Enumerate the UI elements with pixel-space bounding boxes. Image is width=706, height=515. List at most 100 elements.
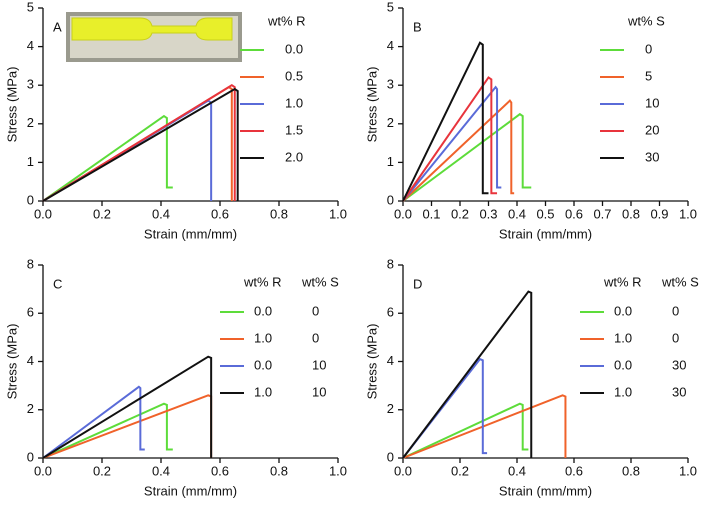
x-tick-label: 0.2: [451, 206, 469, 221]
legend-label: 1.0: [614, 384, 632, 399]
x-tick-label: 0.8: [270, 206, 288, 221]
legend-label: 0: [312, 330, 319, 345]
photo-specimen: [71, 17, 233, 41]
x-axis-label: Strain (mm/mm): [144, 226, 237, 241]
data-line: [402, 402, 529, 459]
x-tick-label: 0.6: [211, 463, 229, 478]
x-tick-label: 0.4: [152, 463, 170, 478]
x-tick-label: 1.0: [679, 206, 697, 221]
x-tick-label: 0.2: [93, 463, 111, 478]
y-tick-label: 0: [27, 192, 34, 207]
y-tick-label: 2: [27, 115, 34, 130]
x-tick-label: 0.8: [270, 463, 288, 478]
x-tick-label: 0.2: [451, 463, 469, 478]
legend-label: 0.5: [285, 68, 303, 83]
legend-label: 0.0: [254, 303, 272, 318]
legend-label: 1.5: [285, 122, 303, 137]
legend-label: 0.0: [285, 41, 303, 56]
y-tick-label: 8: [27, 256, 34, 271]
legend-label: 2.0: [285, 149, 303, 164]
x-tick-label: 0.6: [565, 463, 583, 478]
legend-label: 30: [645, 149, 659, 164]
panel-label: C: [53, 276, 62, 291]
x-tick-label: 0.5: [536, 206, 554, 221]
x-tick-label: 0.2: [93, 206, 111, 221]
y-tick-label: 5: [27, 0, 34, 14]
legend-label: 1.0: [614, 330, 632, 345]
x-tick-label: 0.4: [508, 463, 526, 478]
y-tick-label: 4: [387, 353, 394, 368]
legend-label: 1.0: [254, 330, 272, 345]
y-axis-label: Stress (MPa): [364, 324, 379, 400]
legend-label: 1.0: [254, 384, 272, 399]
y-tick-label: 2: [387, 115, 394, 130]
x-tick-label: 0.6: [565, 206, 583, 221]
y-tick-label: 0: [387, 449, 394, 464]
x-tick-label: 0.0: [34, 206, 52, 221]
data-line: [42, 87, 239, 202]
y-tick-label: 0: [27, 449, 34, 464]
y-tick-label: 4: [27, 38, 34, 53]
y-tick-label: 2: [27, 401, 34, 416]
panel-label: D: [413, 276, 422, 291]
y-tick-label: 3: [27, 77, 34, 92]
x-tick-label: 0.9: [650, 206, 668, 221]
x-tick-label: 0.1: [422, 206, 440, 221]
y-tick-label: 1: [387, 154, 394, 169]
legend-label: 0: [672, 303, 679, 318]
legend-title: wt% R: [267, 13, 306, 28]
legend-label: 0.0: [254, 357, 272, 372]
x-tick-label: 0.4: [152, 206, 170, 221]
legend-label: 0.0: [614, 357, 632, 372]
data-line: [402, 85, 502, 202]
legend-label: 30: [672, 384, 686, 399]
legend-label: 30: [672, 357, 686, 372]
legend-title: wt% S: [301, 274, 339, 289]
data-line: [42, 394, 213, 459]
legend-title: wt% S: [627, 13, 665, 28]
data-line: [42, 402, 173, 459]
data-line: [402, 112, 532, 202]
x-tick-label: 0.8: [622, 206, 640, 221]
y-tick-label: 0: [387, 192, 394, 207]
y-axis-label: Stress (MPa): [364, 67, 379, 143]
y-tick-label: 4: [387, 38, 394, 53]
legend-label: 0: [312, 303, 319, 318]
legend-title: wt% R: [243, 274, 282, 289]
legend-label: 5: [645, 68, 652, 83]
data-line: [402, 41, 489, 202]
panel-label: B: [413, 19, 422, 34]
x-tick-label: 0.8: [622, 463, 640, 478]
x-tick-label: 0.0: [34, 463, 52, 478]
x-tick-label: 0.0: [394, 463, 412, 478]
legend-label: 1.0: [285, 95, 303, 110]
data-line: [402, 357, 488, 459]
x-tick-label: 0.0: [394, 206, 412, 221]
legend-title: wt% S: [661, 274, 699, 289]
data-line: [42, 84, 236, 202]
x-tick-label: 0.3: [479, 206, 497, 221]
y-tick-label: 2: [387, 401, 394, 416]
x-tick-label: 0.4: [508, 206, 526, 221]
legend-label: 0: [672, 330, 679, 345]
data-line: [42, 355, 213, 459]
legend-label: 10: [312, 357, 326, 372]
y-tick-label: 3: [387, 77, 394, 92]
y-axis-label: Stress (MPa): [4, 67, 19, 143]
x-tick-label: 1.0: [679, 463, 697, 478]
x-axis-label: Strain (mm/mm): [499, 226, 592, 241]
data-line: [402, 290, 533, 459]
legend-label: 10: [645, 95, 659, 110]
legend-label: 20: [645, 122, 659, 137]
x-axis-label: Strain (mm/mm): [499, 483, 592, 498]
x-tick-label: 0.6: [211, 206, 229, 221]
y-tick-label: 8: [387, 256, 394, 271]
x-tick-label: 1.0: [329, 463, 347, 478]
inset-photo: [66, 12, 242, 62]
y-axis-label: Stress (MPa): [4, 324, 19, 400]
panel-label: A: [53, 19, 62, 34]
legend-label: 0: [645, 41, 652, 56]
legend-title: wt% R: [603, 274, 642, 289]
data-line: [42, 385, 145, 459]
